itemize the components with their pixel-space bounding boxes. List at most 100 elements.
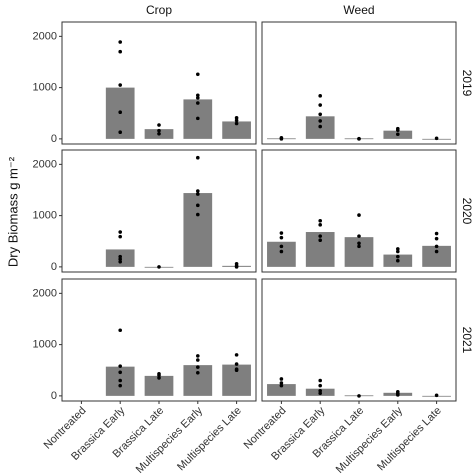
data-point [318, 103, 323, 107]
data-point [118, 110, 122, 115]
data-point [196, 358, 200, 362]
data-point [357, 234, 361, 238]
data-point [318, 119, 323, 123]
data-point [157, 373, 161, 378]
data-point [118, 130, 122, 135]
data-point [234, 362, 239, 366]
data-point [357, 241, 361, 246]
y-tick-label: 1000 [33, 339, 57, 351]
data-point [318, 378, 323, 383]
data-point [118, 370, 122, 375]
data-point [279, 383, 284, 388]
y-tick-label: 2000 [33, 158, 57, 170]
data-point [196, 101, 200, 105]
data-point [318, 94, 323, 98]
y-axis-label: Dry Biomass g m⁻² [5, 156, 20, 267]
panel [261, 21, 457, 145]
bar [222, 121, 251, 139]
bar [144, 375, 174, 396]
data-point [196, 189, 200, 193]
x-tick-label: Multispecies Early [334, 404, 406, 474]
data-point [118, 378, 122, 383]
data-point [396, 258, 400, 263]
y-tick-label: 1000 [33, 82, 57, 94]
data-point [196, 354, 200, 358]
y-tick-label: 0 [51, 133, 57, 145]
data-point [118, 328, 122, 333]
data-point [118, 364, 122, 368]
row-strip-label: 2019 [460, 70, 474, 97]
data-point [434, 136, 439, 141]
data-point [434, 249, 439, 254]
data-point [434, 231, 439, 236]
data-point [318, 234, 323, 238]
y-tick-label: 0 [51, 261, 57, 273]
column-strip-label: Weed [343, 3, 374, 17]
data-point [279, 137, 284, 141]
data-point [318, 223, 323, 227]
data-point [396, 247, 400, 251]
y-tick-label: 1000 [33, 210, 57, 222]
data-point [157, 376, 161, 380]
data-point [279, 235, 284, 240]
data-point [118, 383, 122, 388]
data-point [196, 72, 200, 77]
data-point [196, 155, 200, 160]
data-point [118, 83, 122, 87]
data-point [234, 265, 239, 269]
column-strip-label: Crop [146, 3, 172, 17]
data-point [279, 381, 284, 385]
data-point [118, 257, 122, 261]
data-point [118, 259, 122, 264]
y-tick-label: 2000 [33, 287, 57, 299]
data-point [318, 388, 323, 393]
data-point [318, 124, 323, 129]
data-point [318, 218, 323, 223]
data-point [234, 116, 239, 120]
data-point [157, 123, 161, 127]
data-point [118, 49, 122, 54]
data-point [434, 236, 439, 241]
data-point [318, 112, 323, 117]
data-point [196, 192, 200, 196]
data-point [396, 393, 400, 397]
data-point [318, 391, 323, 396]
bar [183, 365, 213, 396]
data-point [157, 128, 161, 133]
data-point [118, 234, 122, 239]
data-point [157, 265, 161, 269]
data-point [279, 231, 284, 235]
data-point [234, 368, 239, 373]
data-point [118, 40, 122, 44]
data-point [196, 365, 200, 369]
data-point [396, 132, 400, 137]
data-point [196, 212, 200, 217]
data-point [196, 93, 200, 98]
data-point [396, 128, 400, 132]
bar [267, 384, 296, 396]
bar [422, 245, 451, 267]
data-point [357, 244, 361, 249]
data-point [434, 393, 439, 398]
data-point [196, 116, 200, 121]
data-point [279, 244, 284, 249]
data-point [357, 137, 361, 141]
data-point [118, 230, 122, 234]
data-point [279, 377, 284, 381]
y-tick-label: 0 [51, 390, 57, 402]
data-point [234, 118, 239, 123]
data-point [118, 254, 122, 259]
data-point [357, 394, 361, 398]
row-strip-label: 2020 [460, 198, 474, 225]
data-point [234, 121, 239, 126]
data-point [196, 203, 200, 208]
data-point [157, 131, 161, 136]
data-point [196, 371, 200, 375]
data-point [234, 353, 239, 357]
data-point [396, 254, 400, 259]
data-point [196, 96, 200, 100]
data-point [396, 249, 400, 254]
data-point [357, 213, 361, 217]
panel [261, 278, 457, 402]
